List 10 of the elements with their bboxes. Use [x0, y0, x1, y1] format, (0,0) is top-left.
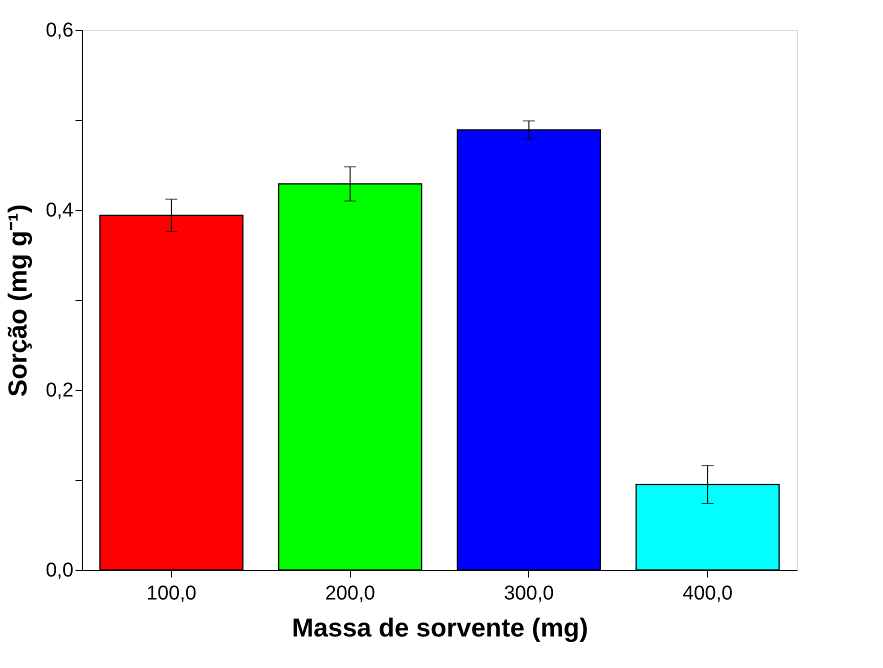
x-tick-label: 100,0 [146, 582, 196, 604]
x-tick-label: 200,0 [325, 582, 376, 604]
x-tick-label: 300,0 [504, 582, 554, 604]
y-tick-label: 0,0 [46, 560, 74, 582]
y-tick-label: 0,2 [46, 380, 74, 402]
y-tick-label: 0,6 [46, 20, 74, 42]
x-axis-title: Massa de sorvente (mg) [292, 612, 588, 642]
y-axis-title: Sorção (mg g⁻¹) [2, 204, 33, 397]
x-tick-label: 400,0 [682, 582, 733, 604]
y-tick-label: 0,4 [46, 200, 74, 222]
